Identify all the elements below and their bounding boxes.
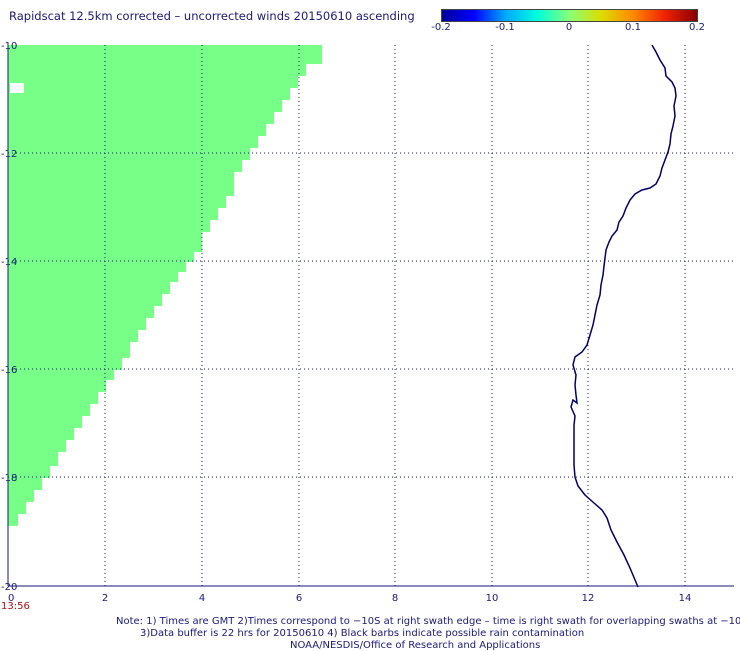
x-tick-label: 12 [582,593,595,604]
colorbar-label: 0.1 [625,22,641,33]
colorbar-label: -0.1 [495,22,515,33]
note-line-2: 3)Data buffer is 22 hrs for 20150610 4) … [140,628,585,639]
y-tick-label: -18 [1,473,17,484]
color-scale-bar [441,9,698,22]
x-tick-label: 6 [296,593,302,604]
coastline [570,44,677,588]
time-label: 13:56 [1,601,30,612]
x-tick-label: 14 [679,593,692,604]
y-tick-label: -14 [1,257,17,268]
y-tick-label: -12 [1,149,17,160]
swath-gap [10,83,24,93]
y-tick-label: -16 [1,365,17,376]
colorbar-label: -0.2 [431,22,451,33]
y-tick-label: -20 [1,582,17,593]
colorbar-label: 0 [565,22,573,33]
swath-area [8,45,322,526]
x-tick-label: 4 [199,593,205,604]
chart-title: Rapidscat 12.5km corrected – uncorrected… [9,9,415,23]
x-tick-label: 0 [8,593,14,604]
y-tick-label: -10 [1,41,17,52]
x-tick-label: 8 [392,593,398,604]
x-tick-label: 10 [486,593,499,604]
x-tick-label: 2 [102,593,108,604]
note-line-3: NOAA/NESDIS/Office of Research and Appli… [290,640,541,651]
note-line-1: Note: 1) Times are GMT 2)Times correspon… [116,616,740,627]
colorbar-label: 0.2 [689,22,705,33]
